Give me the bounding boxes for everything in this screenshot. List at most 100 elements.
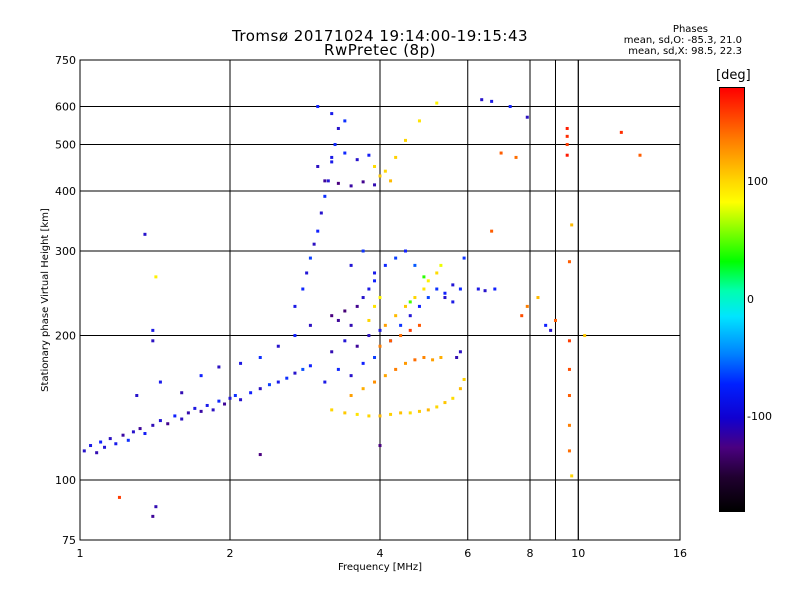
data-point bbox=[373, 183, 377, 187]
data-point bbox=[458, 287, 462, 291]
data-point bbox=[239, 361, 243, 365]
data-point bbox=[343, 411, 347, 415]
y-tick-label: 400 bbox=[55, 185, 76, 198]
data-point bbox=[361, 361, 365, 365]
data-point bbox=[443, 291, 447, 295]
data-point bbox=[293, 371, 297, 375]
data-point bbox=[567, 339, 571, 343]
data-point bbox=[383, 169, 387, 173]
data-point bbox=[565, 126, 569, 130]
phases-heading: Phases bbox=[672, 24, 708, 35]
data-point bbox=[490, 99, 494, 103]
data-point bbox=[408, 314, 412, 318]
data-point bbox=[583, 334, 587, 338]
y-tick-label: 750 bbox=[55, 54, 76, 67]
data-point bbox=[336, 367, 340, 371]
x-tick-label: 1 bbox=[77, 547, 84, 560]
data-point bbox=[301, 287, 305, 291]
data-point bbox=[403, 249, 407, 253]
data-point bbox=[323, 194, 327, 198]
data-point bbox=[217, 399, 221, 403]
data-point bbox=[413, 263, 417, 267]
data-point bbox=[135, 394, 139, 398]
data-point bbox=[361, 296, 365, 300]
colorbar-tick-label: -100 bbox=[747, 410, 772, 423]
phases-o-stats: mean, sd,O: -85.3, 21.0 bbox=[623, 35, 742, 46]
data-point bbox=[399, 411, 403, 415]
data-point bbox=[173, 414, 177, 418]
data-point bbox=[570, 474, 574, 478]
data-point bbox=[355, 344, 359, 348]
data-point bbox=[403, 138, 407, 142]
data-point bbox=[394, 256, 398, 260]
data-point bbox=[378, 328, 382, 332]
data-point bbox=[417, 323, 421, 327]
data-point bbox=[394, 155, 398, 159]
data-point bbox=[343, 151, 347, 155]
data-point bbox=[89, 444, 93, 448]
data-point bbox=[435, 271, 439, 275]
data-point bbox=[343, 339, 347, 343]
data-point bbox=[316, 229, 320, 233]
data-point bbox=[499, 151, 503, 155]
data-point bbox=[565, 143, 569, 147]
data-point bbox=[316, 164, 320, 168]
data-point bbox=[403, 361, 407, 365]
data-point bbox=[408, 411, 412, 415]
data-point bbox=[316, 105, 320, 109]
data-point bbox=[151, 339, 155, 343]
data-point bbox=[355, 304, 359, 308]
data-point bbox=[180, 391, 184, 395]
data-point bbox=[258, 453, 262, 457]
data-point bbox=[439, 263, 443, 267]
data-point bbox=[333, 143, 337, 147]
y-tick-label: 200 bbox=[55, 330, 76, 343]
data-point bbox=[228, 396, 232, 400]
x-tick-label: 10 bbox=[571, 547, 585, 560]
x-axis-label: Frequency [MHz] bbox=[338, 562, 422, 573]
data-point bbox=[389, 339, 393, 343]
data-point bbox=[426, 296, 430, 300]
colorbar-tick-label: 0 bbox=[747, 292, 754, 306]
data-point bbox=[336, 181, 340, 185]
data-point bbox=[349, 394, 353, 398]
data-point bbox=[276, 344, 280, 348]
data-point bbox=[458, 350, 462, 354]
y-tick-label: 500 bbox=[55, 139, 76, 152]
colorbar-title: [deg] bbox=[716, 68, 751, 83]
data-point bbox=[249, 391, 253, 395]
data-point bbox=[525, 115, 529, 119]
data-point bbox=[233, 394, 237, 398]
data-point bbox=[305, 271, 309, 275]
data-point bbox=[349, 323, 353, 327]
data-point bbox=[151, 514, 155, 518]
phases-x-stats: mean, sd,X: 98.5, 22.3 bbox=[628, 46, 742, 57]
data-point bbox=[408, 328, 412, 332]
data-point bbox=[403, 304, 407, 308]
data-point bbox=[293, 334, 297, 338]
data-point bbox=[258, 387, 262, 391]
data-point bbox=[158, 419, 162, 423]
data-point bbox=[319, 211, 323, 215]
data-point bbox=[276, 380, 280, 384]
data-point bbox=[336, 318, 340, 322]
data-point bbox=[143, 232, 147, 236]
data-point bbox=[343, 309, 347, 313]
x-tick-label: 2 bbox=[227, 547, 234, 560]
data-point bbox=[417, 409, 421, 413]
data-point bbox=[417, 119, 421, 123]
data-point bbox=[570, 223, 574, 227]
data-point bbox=[373, 279, 377, 283]
data-point bbox=[413, 358, 417, 362]
data-point bbox=[483, 289, 487, 293]
data-point bbox=[355, 158, 359, 162]
data-point bbox=[394, 367, 398, 371]
data-point bbox=[108, 437, 112, 441]
data-point bbox=[330, 155, 334, 159]
data-point bbox=[373, 355, 377, 359]
data-point bbox=[567, 260, 571, 264]
data-point bbox=[355, 412, 359, 416]
data-point bbox=[367, 153, 371, 157]
data-point bbox=[520, 314, 524, 318]
